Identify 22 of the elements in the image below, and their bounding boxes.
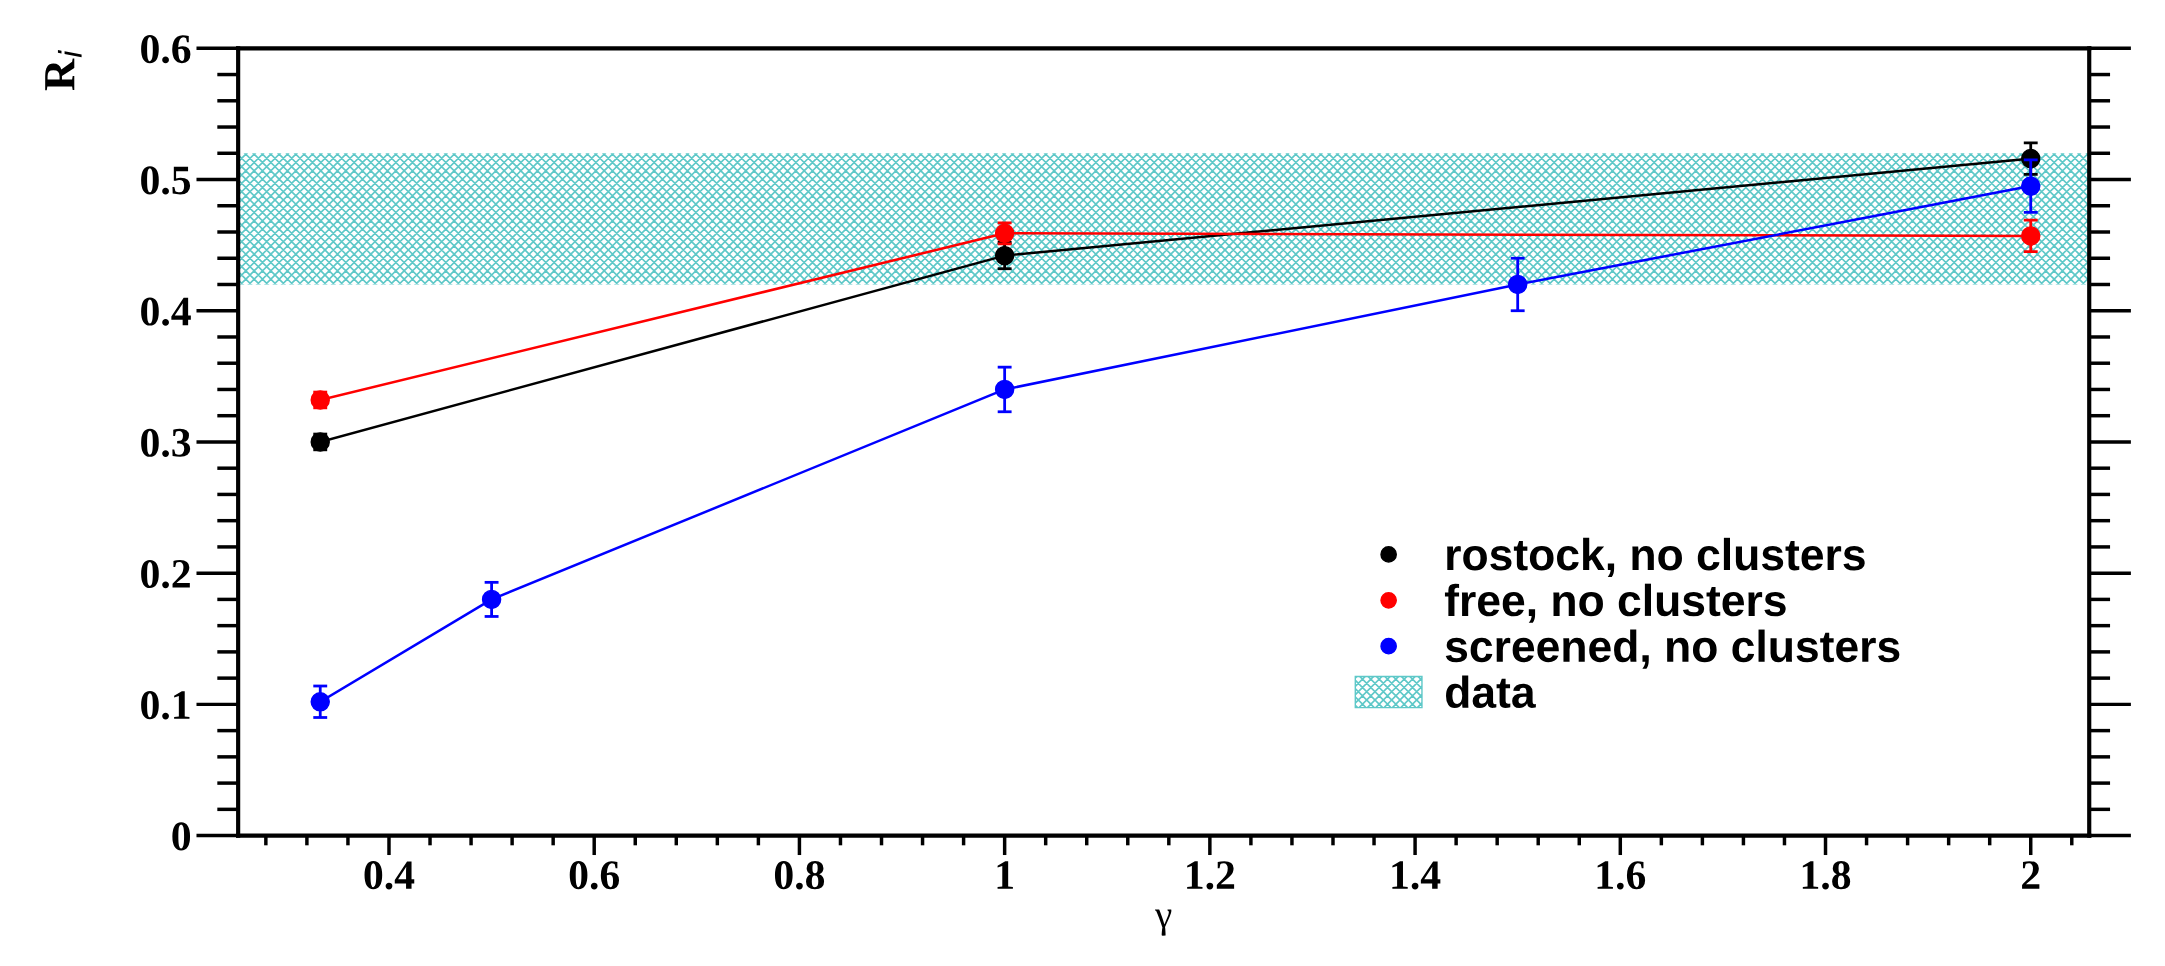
y-tick-label: 0.6: [141, 35, 191, 64]
x-tick-label: 1.4: [1392, 861, 1441, 890]
x-tick-label: 1.6: [1597, 861, 1646, 890]
x-tick-label: 0.8: [774, 861, 825, 890]
legend-label: rostock, no clusters: [1447, 537, 1865, 577]
legend-label: free, no clusters: [1444, 583, 1786, 623]
y-tick-label: 0.5: [141, 166, 191, 195]
y-tick-label: 0: [172, 822, 191, 851]
x-tick-label: 2: [2022, 861, 2040, 889]
x-tick-label: 0.4: [364, 861, 415, 890]
y-tick-label: 0.3: [141, 428, 191, 457]
legend-label: data: [1446, 675, 1536, 709]
x-tick-label: 0.6: [569, 861, 620, 890]
y-axis-title: R$_{i}$: [45, 49, 82, 91]
y-tick-label: 0.2: [141, 559, 190, 589]
x-tick-label: 1.2: [1187, 861, 1235, 890]
legend-label: screened, no clusters: [1445, 629, 1900, 669]
y-tick-label: 0.1: [141, 691, 190, 720]
y-tick-label: 0.4: [141, 297, 191, 326]
x-axis-title: γ: [1155, 909, 1172, 936]
x-tick-label: 1.8: [1802, 861, 1851, 890]
x-tick-label: 1: [997, 861, 1013, 889]
